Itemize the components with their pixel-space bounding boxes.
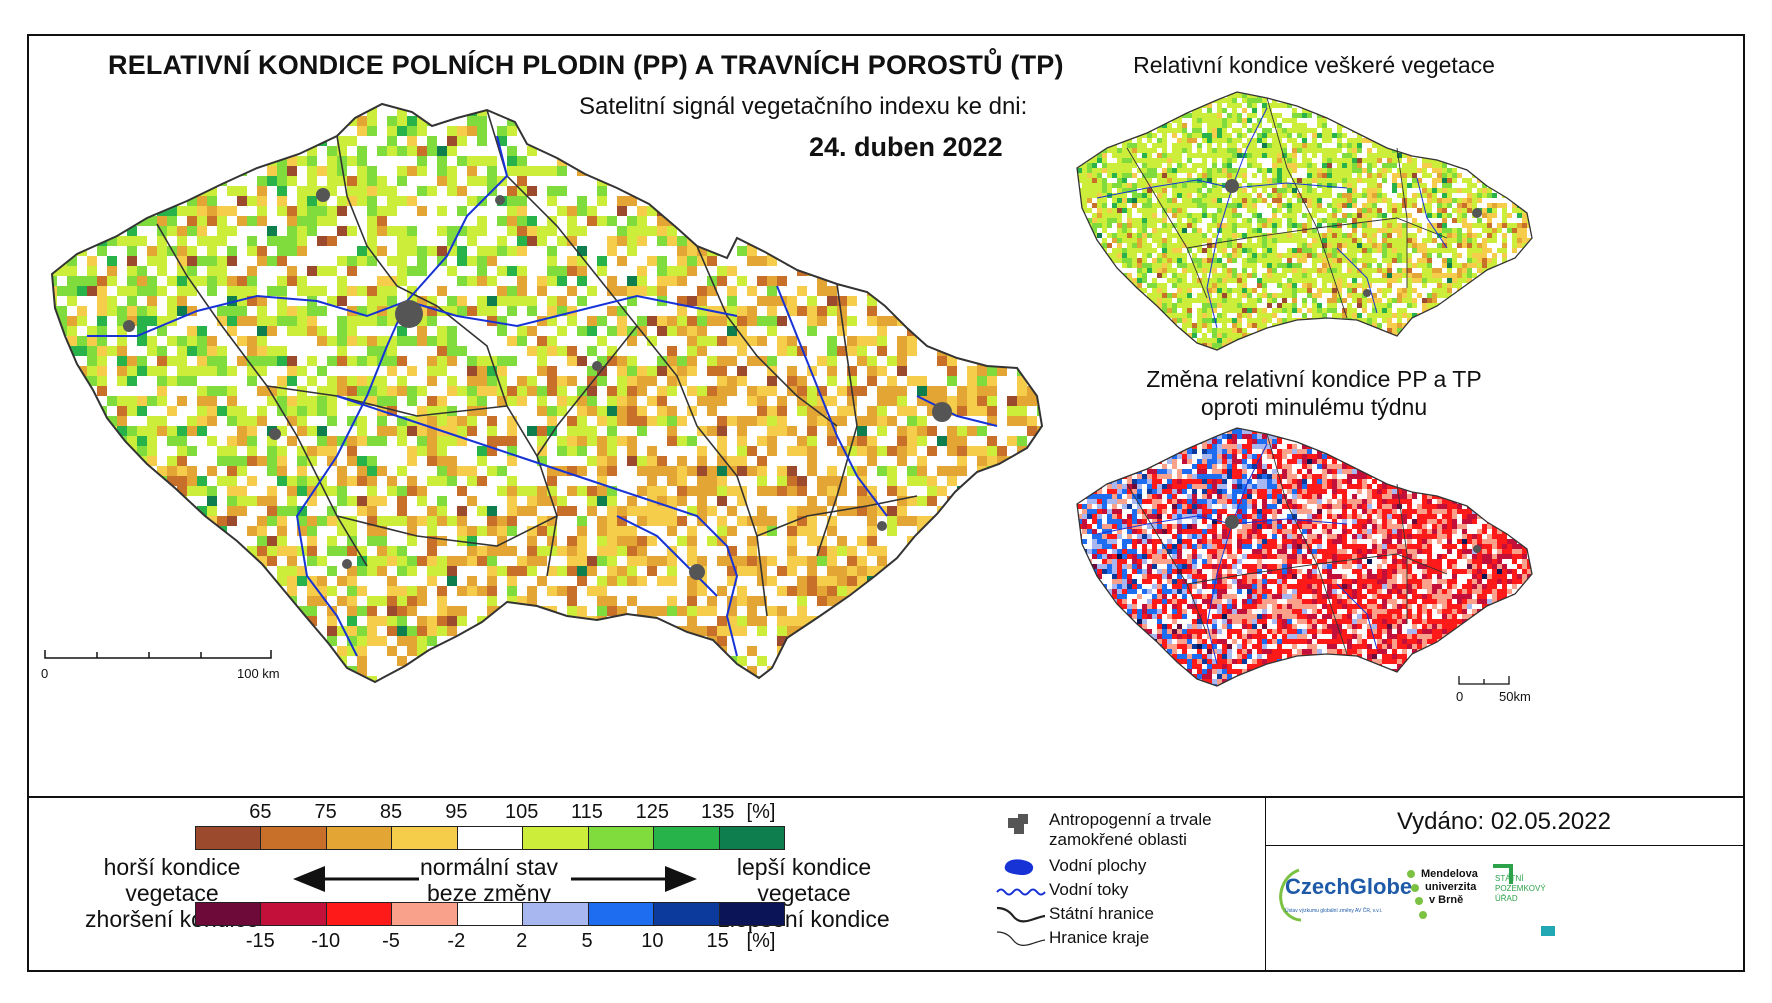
issued-divider-vertical [1265,798,1266,970]
change-tick: 10 [641,930,664,952]
condition-tick: 135 [700,801,735,823]
inset-scale-end: 50km [1499,689,1531,704]
change-tick: -10 [311,930,341,952]
change-swatch [587,903,654,925]
region-border-symbol [996,931,1046,946]
condition-tick: 125 [635,801,670,823]
czechglobe-logo: CzechGlobe Ústav výzkumu globální změny … [1273,860,1413,940]
condition-tick: 95 [445,801,468,823]
map-area: RELATIVNÍ KONDICE POLNÍCH PLODIN (PP) A … [29,36,1743,796]
river-symbol [996,888,1046,896]
main-scale-end: 100 km [237,666,280,681]
change-swatch [325,903,392,925]
region-borders [156,109,918,617]
inset-change-title-2: oproti minulému týdnu [1200,394,1428,420]
condition-tick: 75 [314,801,337,823]
issued-divider-horizontal [1265,845,1743,846]
change-swatch [456,903,523,925]
condition-swatch [196,827,261,849]
condition-swatch [456,827,523,849]
change-swatch [196,903,261,925]
map-subtitle: Satelitní signál vegetačního indexu ke d… [579,93,1028,120]
main-condition-map [50,102,1044,684]
urban-symbol [1008,814,1028,834]
condition-tick: 85 [379,801,403,823]
inset-scale-bar [1458,676,1510,685]
change-swatch [391,903,457,925]
condition-swatch [522,827,588,849]
spu-logo: STÁTNÍ POZEMKOVÝ ÚŘAD [1487,862,1557,942]
mendel-line2: univerzita [1425,881,1477,893]
condition-tick: 65 [249,801,272,823]
change-tick: -2 [447,930,466,952]
normal-text: normální stav beze změny [414,854,564,906]
change-tick: -5 [382,930,400,952]
legend-area: 65 75 85 95 105 115 125 135 [%] horší kondice v… [29,796,1743,972]
urban-areas [123,188,952,580]
river-lines [87,135,998,657]
condition-swatch [718,827,784,849]
map-title: RELATIVNÍ KONDICE POLNÍCH PLODIN (PP) A … [108,50,1064,80]
issued-date: Vydáno: 02.05.2022 [1397,808,1611,835]
urban-label: Antropogenní a trvale zamokřené oblasti [1049,810,1212,850]
state-border-line [50,102,1044,684]
region-border-label: Hranice kraje [1049,928,1150,947]
better-line1: lepší kondice vegetace [736,854,872,906]
condition-cells [52,104,1042,682]
condition-color-bar [195,826,785,850]
inset-change-title-1: Změna relativní kondice PP a TP [1146,366,1482,392]
mendel-logo: Mendelova univerzita v Brně [1405,868,1495,938]
condition-tick: 115 [571,801,603,823]
right-arrow [571,866,697,892]
mendel-line3: v Brně [1429,894,1464,906]
change-swatch [718,903,784,925]
water-bodies-label: Vodní plochy [1049,856,1147,875]
water-body-symbol [1004,859,1034,876]
spu-line2: POZEMKOVÝ [1495,884,1546,893]
normal-line1: normální stav [419,854,559,880]
mendel-text: Mendelova univerzita v Brně [1421,868,1478,907]
main-scale-start: 0 [41,666,49,681]
spu-text: STÁTNÍ POZEMKOVÝ ÚŘAD [1495,874,1546,904]
czechglobe-subtitle: Ústav výzkumu globální změny AV ČR, v.v.… [1285,908,1383,914]
change-swatch [653,903,719,925]
inset-vegetation-map [1076,91,1533,351]
change-tick: -15 [245,930,275,952]
urban-line1: Antropogenní a trvale [1049,810,1212,829]
normal-line2: beze změny [426,880,551,906]
change-tick: 2 [516,930,528,952]
condition-swatch [587,827,654,849]
condition-tick: 105 [504,801,539,823]
condition-swatch [325,827,392,849]
rivers-label: Vodní toky [1049,880,1129,899]
inset-vegetation-title: Relativní kondice veškeré vegetace [1133,52,1495,78]
change-swatch [260,903,326,925]
figure-frame: RELATIVNÍ KONDICE POLNÍCH PLODIN (PP) A … [27,34,1745,972]
condition-unit: [%] [746,801,776,823]
spu-shape-icon [1493,864,1555,936]
urban-line2: zamokřené oblasti [1049,830,1187,849]
change-color-bar [195,902,785,926]
condition-swatch [391,827,457,849]
map-date: 24. duben 2022 [809,132,1003,162]
condition-swatch [260,827,326,849]
inset-scale-start: 0 [1456,689,1464,704]
spu-line1: STÁTNÍ [1495,874,1524,883]
change-tick: 5 [581,930,593,952]
change-tick: 15 [706,930,729,952]
mendel-dots-icon [1407,870,1427,919]
state-border-symbol [996,906,1046,923]
czechglobe-name: CzechGlobe [1285,874,1413,899]
inset-change-map [1076,427,1533,687]
czechglobe-arc-icon [1279,868,1302,922]
left-arrow [293,866,419,892]
mendel-line1: Mendelova [1421,868,1478,880]
worse-line1: horší kondice vegetace [103,854,241,906]
main-scale-bar [44,650,272,659]
change-unit: [%] [746,930,776,952]
change-swatch [522,903,588,925]
condition-swatch [653,827,719,849]
state-border-label: Státní hranice [1049,904,1154,923]
spu-line3: ÚŘAD [1495,894,1518,903]
